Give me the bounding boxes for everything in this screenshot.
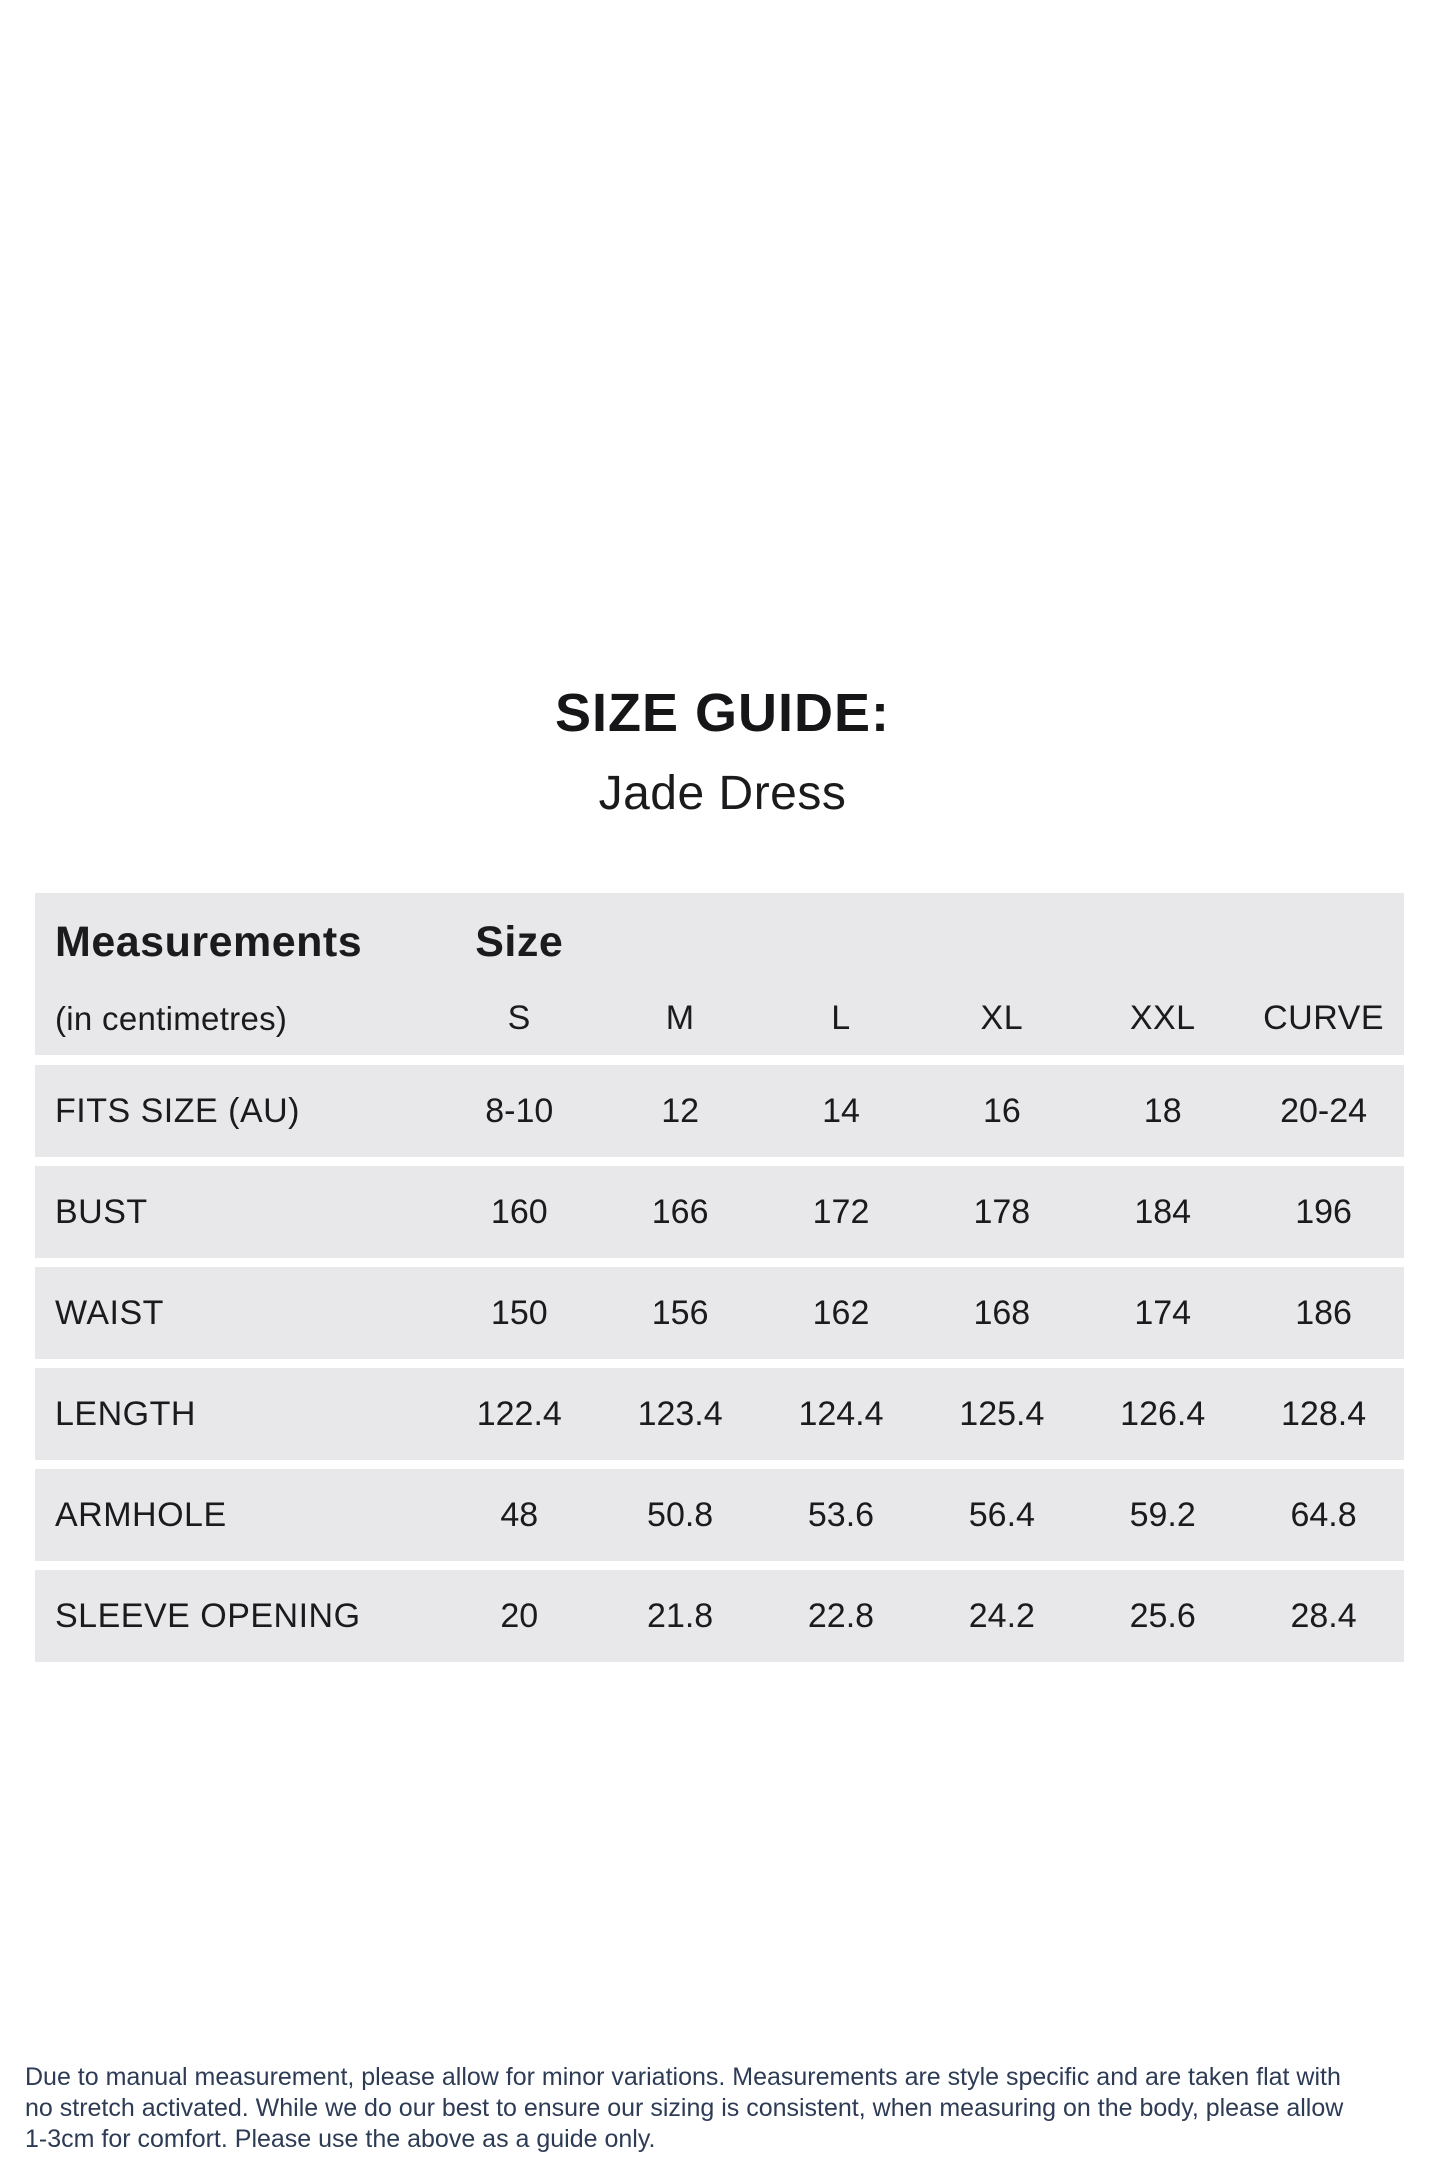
size-value: 125.4 [959, 1394, 1045, 1433]
size-value: 50.8 [647, 1495, 714, 1534]
size-value: 18 [1143, 1091, 1182, 1130]
size-value: 196 [1295, 1192, 1352, 1231]
unit-note: (in centimetres) [55, 999, 288, 1037]
size-value: 24.2 [968, 1596, 1035, 1635]
footer-line-1: Due to manual measurement, please allow … [25, 2063, 1341, 2091]
row-label: FITS SIZE (AU) [55, 1091, 300, 1130]
size-column-header-l: L [831, 999, 851, 1037]
table-row-waist: WAIST 150 156 162 168 174 186 [35, 1267, 1404, 1359]
footer-line-2: no stretch activated. While we do our be… [25, 2094, 1344, 2122]
size-table: Measurements Size (in centimetres) S M L… [35, 893, 1404, 1662]
size-value: 186 [1295, 1293, 1352, 1332]
measurements-heading: Measurements [55, 918, 363, 966]
table-row-bust: BUST 160 166 172 178 184 196 [35, 1166, 1404, 1258]
row-label: BUST [55, 1192, 148, 1231]
table-header: Measurements Size (in centimetres) S M L… [35, 893, 1404, 1055]
row-label: SLEEVE OPENING [55, 1596, 361, 1635]
size-value: 22.8 [807, 1596, 875, 1635]
size-value: 123.4 [637, 1394, 723, 1433]
size-value: 160 [490, 1192, 548, 1231]
size-value: 8-10 [485, 1091, 554, 1130]
size-value: 128.4 [1281, 1394, 1367, 1433]
title-block: SIZE GUIDE: Jade Dress [0, 684, 1445, 820]
size-value: 162 [812, 1293, 870, 1332]
size-value: 53.6 [807, 1495, 875, 1534]
size-value: 166 [651, 1192, 709, 1231]
size-value: 150 [490, 1293, 548, 1332]
size-value: 178 [973, 1192, 1031, 1231]
page-title: SIZE GUIDE: [554, 683, 891, 743]
page-subtitle: Jade Dress [598, 767, 847, 820]
size-value: 174 [1134, 1293, 1192, 1332]
table-row-fits-size: FITS SIZE (AU) 8-10 12 14 16 18 20-24 [35, 1065, 1404, 1157]
table-row-armhole: ARMHOLE 48 50.8 53.6 56.4 59.2 64.8 [35, 1469, 1404, 1561]
size-value: 20-24 [1280, 1091, 1368, 1130]
table-row-length: LENGTH 122.4 123.4 124.4 125.4 126.4 128… [35, 1368, 1404, 1460]
size-value: 126.4 [1120, 1394, 1206, 1433]
size-value: 20 [500, 1596, 539, 1635]
table-row-sleeve-opening: SLEEVE OPENING 20 21.8 22.8 24.2 25.6 28… [35, 1570, 1404, 1662]
size-value: 12 [661, 1091, 700, 1130]
size-value: 122.4 [476, 1394, 562, 1433]
size-value: 16 [982, 1091, 1021, 1130]
size-column-header-s: S [507, 999, 531, 1037]
row-label: ARMHOLE [55, 1495, 227, 1534]
size-value: 172 [812, 1192, 870, 1231]
table-header-row-sizes: (in centimetres) S M L XL XXL CURVE [35, 999, 1404, 1038]
size-value: 56.4 [968, 1495, 1035, 1534]
footer-line-3: 1-3cm for comfort. Please use the above … [25, 2125, 656, 2153]
size-column-header-xl: XL [980, 999, 1024, 1037]
size-column-header-xxl: XXL [1129, 999, 1196, 1037]
size-heading: Size [475, 918, 564, 966]
size-column-header-m: M [665, 999, 695, 1037]
size-value: 14 [822, 1091, 860, 1130]
size-value: 156 [651, 1293, 709, 1332]
size-column-header-curve: CURVE [1263, 999, 1385, 1037]
size-value: 64.8 [1290, 1495, 1357, 1534]
row-label: WAIST [55, 1293, 164, 1332]
size-value: 48 [500, 1495, 539, 1534]
size-value: 28.4 [1290, 1596, 1357, 1635]
footer-note: Due to manual measurement, please allow … [25, 2062, 1425, 2155]
row-label: LENGTH [55, 1394, 196, 1433]
size-value: 21.8 [647, 1596, 714, 1635]
size-value: 59.2 [1129, 1495, 1196, 1534]
size-value: 184 [1134, 1192, 1192, 1231]
size-value: 25.6 [1129, 1596, 1196, 1635]
size-value: 124.4 [798, 1394, 884, 1433]
table-header-row-top: Measurements Size [35, 918, 1404, 967]
size-value: 168 [973, 1293, 1031, 1332]
